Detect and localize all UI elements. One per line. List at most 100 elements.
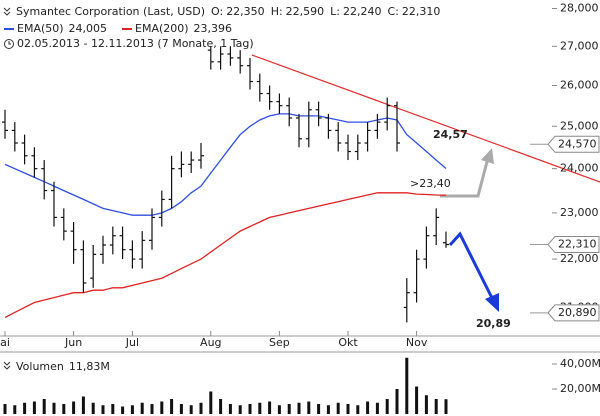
volume-bar [52, 402, 56, 414]
volume-bar [385, 399, 389, 414]
volume-bar [415, 386, 419, 414]
volume-bar [189, 405, 193, 414]
legend-entry: EMA(200) 23,396 [135, 22, 232, 35]
volume-name: Volumen [16, 360, 64, 373]
collapse-icon[interactable] [3, 361, 11, 370]
volume-bar [405, 357, 409, 414]
period: 02.05.2013 - 12.11.2013 (7 Monate, 1 Tag… [17, 37, 254, 50]
quote-label: C: [388, 5, 399, 18]
volume-bar [32, 401, 36, 414]
volume-bar [160, 401, 164, 414]
volume-bar [366, 401, 370, 414]
y-tick-label: 27,000 [560, 39, 599, 52]
volume-bar [307, 401, 311, 414]
quote-label: H: [271, 5, 283, 18]
volume-bar [121, 406, 125, 414]
quote-value: 22,590 [286, 5, 325, 18]
volume-bar [444, 399, 448, 414]
quote-value: 22,310 [402, 5, 441, 18]
x-tick-label: ai [0, 336, 10, 349]
level-label: 24,570 [558, 137, 597, 150]
legend-value: 23,396 [194, 22, 233, 35]
volume-bar [42, 399, 46, 414]
legend-name: EMA(200) [135, 22, 189, 35]
annotation: 24,57 [433, 128, 468, 141]
volume-bar [356, 405, 360, 414]
volume-bar [268, 401, 272, 414]
volume-bar [199, 402, 203, 414]
x-tick-label: Okt [338, 336, 358, 349]
level-box [547, 236, 600, 254]
volume-bar [219, 399, 223, 414]
volume-bar [62, 404, 66, 414]
ema-line [4, 113, 447, 216]
volume-bar [424, 395, 428, 414]
collapse-icon[interactable] [3, 7, 11, 16]
volume-bar [130, 405, 134, 414]
volume-bar [140, 402, 144, 414]
legend-name: EMA(50) [17, 22, 64, 35]
volume-tick-label: 40,00M [560, 357, 600, 370]
legend-entry: EMA(50) 24,005 [17, 22, 107, 35]
volume-bar [150, 404, 154, 414]
volume-bar [23, 402, 27, 414]
volume-bar [317, 404, 321, 414]
volume-bar [297, 402, 301, 414]
x-tick-label: Sep [269, 336, 290, 349]
volume-bar [13, 405, 17, 414]
level-label: 20,890 [558, 306, 597, 319]
y-tick-label: 25,000 [560, 119, 599, 132]
volume-bar [375, 402, 379, 414]
volume-bar [434, 399, 438, 414]
clock-hand [8, 41, 11, 45]
ema-line [4, 192, 447, 318]
up-arrow [440, 157, 490, 198]
annotation: >23,40 [410, 177, 451, 190]
annotation: 20,89 [476, 317, 511, 330]
volume-bar [238, 405, 242, 414]
volume-bar [277, 405, 281, 414]
trend-line [251, 54, 600, 183]
volume-bar [170, 399, 174, 414]
y-tick-label: 23,000 [560, 206, 599, 219]
volume-bar [346, 404, 350, 414]
y-tick-label: 26,000 [560, 79, 599, 92]
level-label: 22,310 [558, 238, 597, 251]
y-tick-label: 28,000 [560, 2, 599, 15]
x-tick-label: Aug [200, 336, 221, 349]
header-quote: Symantec Corporation (Last, USD) O: 22,350… [16, 5, 440, 18]
quote-value: 22,350 [226, 5, 265, 18]
volume-bar [326, 405, 330, 414]
y-tick-label: 24,000 [560, 162, 599, 175]
volume-bar [179, 404, 183, 414]
volume-bar [81, 396, 85, 414]
volume-bar [72, 401, 76, 414]
volume-bar [111, 404, 115, 414]
volume-bar [336, 402, 340, 414]
volume-bar [395, 389, 399, 414]
volume-bar [3, 404, 7, 414]
title: Symantec Corporation (Last, USD) [16, 5, 205, 18]
volume-bar [287, 404, 291, 414]
arrowhead [485, 293, 499, 312]
volume-bar [209, 391, 213, 414]
volume-last: 11,83M [69, 360, 110, 373]
quote-label: L: [330, 5, 340, 18]
volume-legend: Volumen 11,83M [16, 360, 110, 373]
quote-value: 22,240 [343, 5, 382, 18]
y-tick-label: 22,000 [560, 252, 599, 265]
volume-bar [258, 402, 262, 414]
down-arrow [448, 231, 495, 301]
level-box [547, 135, 600, 153]
volume-bar [101, 405, 105, 414]
x-tick-label: Nov [406, 336, 428, 349]
volume-bar [228, 404, 232, 414]
clock-icon[interactable] [4, 39, 14, 49]
arrowhead [481, 148, 494, 164]
volume-bar [248, 404, 252, 414]
x-tick-label: Jun [64, 336, 82, 349]
volume-bar [91, 402, 95, 414]
legend-value: 24,005 [69, 22, 108, 35]
